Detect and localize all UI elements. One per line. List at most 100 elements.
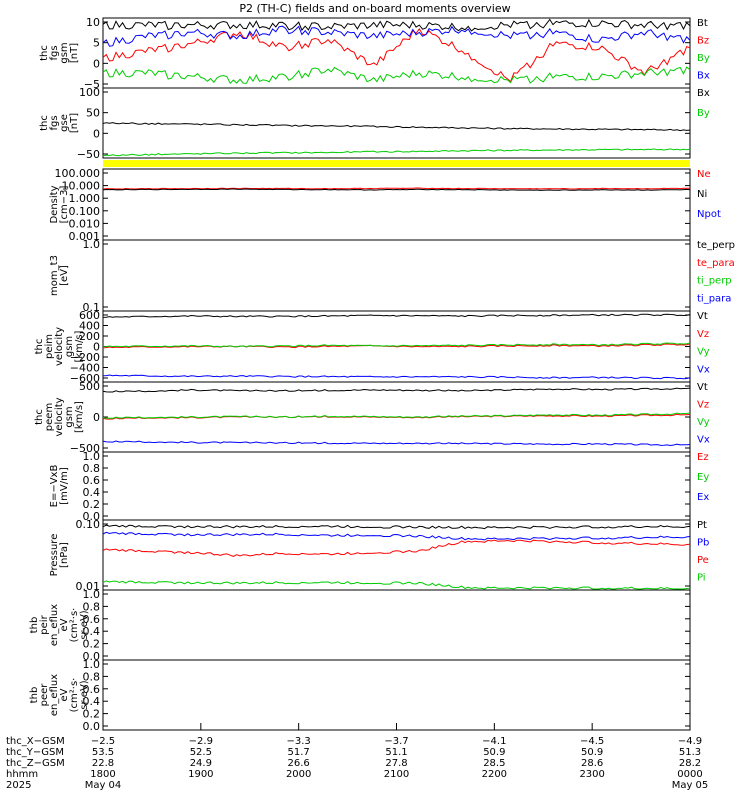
legend-entry: Ey — [697, 472, 709, 483]
panel-frame — [102, 659, 691, 731]
series-line-By — [102, 148, 691, 157]
legend-entry: Bt — [697, 18, 708, 29]
y-axis-label: fgs — [49, 115, 60, 130]
y-axis-label: peim — [44, 334, 55, 359]
y-tick-label: 1.0 — [83, 450, 101, 463]
y-tick-label: 0.8 — [83, 600, 101, 613]
x-tick-label: 27.8 — [385, 758, 407, 769]
series-line-Vy — [102, 412, 691, 419]
x-tick-label: −4.1 — [482, 736, 506, 747]
y-tick-label: 1.0 — [83, 238, 101, 251]
y-tick-label: 0.4 — [83, 695, 101, 708]
panel-4: 1.0 0.1 mom_t3 [eV] te_perp te_para ti_perp ti_… — [49, 238, 735, 314]
y-tick-label: −400 — [70, 362, 100, 375]
legend-entry: By — [697, 108, 710, 119]
y-tick-label: 1.0 — [83, 658, 101, 671]
x-tick-label: 1800 — [90, 769, 115, 780]
series-line-Bx — [102, 122, 691, 132]
y-axis-label: thb — [29, 617, 40, 634]
series-line-Bt — [102, 18, 691, 32]
legend-entry: By — [697, 53, 710, 64]
panel-frame — [102, 451, 691, 521]
y-axis-label: sr⋅eV) — [79, 610, 90, 639]
x-tick-label: −4.9 — [678, 736, 702, 747]
y-tick-label: 0.2 — [83, 638, 101, 651]
panel-frame — [102, 168, 691, 241]
y-axis-label: gse — [59, 114, 70, 132]
y-tick-label: 1.000 — [69, 192, 101, 205]
y-axis-label: velocity — [54, 327, 65, 366]
legend-entry: Vt — [697, 311, 708, 322]
x-tick-label: 51.1 — [385, 747, 407, 758]
y-axis-label: [nT] — [69, 113, 80, 133]
series-line-Vy — [102, 342, 691, 348]
legend-entry: Pt — [697, 520, 707, 531]
legend-entry: Vy — [697, 417, 710, 428]
y-axis-label: [nPa] — [59, 542, 70, 568]
y-axis-label: thc — [39, 45, 50, 61]
x-tick-label: −3.7 — [384, 736, 408, 747]
y-axis-label: peir — [39, 614, 50, 634]
series-line-By — [102, 66, 691, 85]
y-axis-label: [mV/m] — [59, 467, 70, 505]
y-axis-label: (cm²⋅s⋅ — [69, 678, 80, 713]
x-tick-label: 1900 — [188, 769, 213, 780]
panel-10: 1.00.80.60.40.20.0 thb peer en_eflux eV (cm²⋅… — [29, 658, 691, 733]
y-tick-label: 0.1 — [83, 301, 101, 314]
legend-entry: ti_para — [697, 293, 731, 304]
y-tick-label: 0.6 — [83, 474, 101, 487]
series-line-Ni — [102, 188, 691, 191]
y-tick-label: 400 — [79, 320, 100, 333]
y-tick-label: 0.4 — [83, 486, 101, 499]
panel-8: 0.10 0.01 Pressure [nPa] Pt Pb Pe Pi — [49, 518, 709, 593]
panel-6: 500 0 −500 thc peem velocity gsm [km/s] Vt Vz Vy Vx — [34, 380, 710, 455]
y-axis-label: [km/s] — [74, 401, 85, 433]
y-tick-label: 0.6 — [83, 683, 101, 696]
series-line-Pt — [102, 524, 691, 530]
y-axis-label: gsm — [64, 406, 75, 427]
y-tick-label: 0.100 — [69, 205, 101, 218]
panel-frame — [102, 17, 691, 89]
x-tick-label: 53.5 — [92, 747, 114, 758]
x-tick-label: 51.3 — [679, 747, 701, 758]
y-axis-label: fgs — [49, 45, 60, 60]
y-tick-label: 600 — [79, 309, 100, 322]
x-tick-label: 22.8 — [92, 758, 114, 769]
legend-entry: Ni — [697, 189, 707, 200]
series-line-Vx — [102, 440, 691, 447]
y-axis-label: thc — [34, 409, 45, 425]
y-axis-label: thc — [39, 115, 50, 131]
legend-entry: Bz — [697, 36, 709, 47]
x-tick-label: 28.2 — [679, 758, 701, 769]
y-tick-label: 0 — [93, 341, 100, 354]
x-tick-label: 24.9 — [190, 758, 212, 769]
y-tick-label: 5 — [93, 37, 100, 50]
legend-entry: ti_perp — [697, 276, 732, 287]
y-axis-label: gsm — [59, 42, 70, 63]
y-tick-label: 1.0 — [83, 588, 101, 601]
y-tick-label: 0.4 — [83, 625, 101, 638]
legend-entry: Ez — [697, 452, 709, 463]
legend-entry: Ex — [697, 492, 709, 503]
legend-entry: Bx — [697, 88, 710, 99]
x-tick-label: 50.9 — [581, 747, 603, 758]
y-tick-label: 0.2 — [83, 708, 101, 721]
y-tick-label: 200 — [79, 330, 100, 343]
x-row-label: hhmm — [6, 769, 38, 780]
y-tick-label: 0.0 — [83, 650, 101, 663]
x-tick-label: 52.5 — [190, 747, 212, 758]
y-axis-label: velocity — [54, 397, 65, 436]
y-tick-label: −600 — [70, 372, 100, 385]
legend-entry: Pb — [697, 538, 709, 549]
y-tick-label: 100 — [79, 86, 100, 99]
y-tick-label: −500 — [70, 442, 100, 455]
legend-entry: Pi — [697, 573, 706, 584]
series-line-Vx — [102, 374, 691, 380]
x-row-label: thc_Z−GSM — [6, 758, 65, 769]
y-axis-label: eV — [59, 618, 70, 631]
legend-entry: te_para — [697, 258, 735, 269]
y-axis-label: (cm²⋅s⋅ — [69, 608, 80, 643]
y-tick-label: 0.8 — [83, 462, 101, 475]
y-tick-label: 0.010 — [69, 217, 101, 230]
